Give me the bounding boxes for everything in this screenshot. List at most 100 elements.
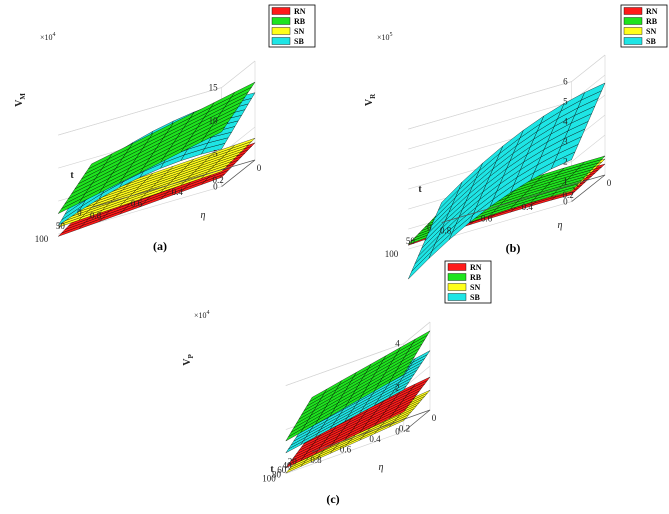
surface-cell (87, 153, 113, 170)
x-axis-line (91, 159, 256, 208)
chart-panel-b: 00.20.40.60.80501000123456×105VRηt(b)RNR… (364, 4, 668, 280)
y-axis-label: t (418, 184, 422, 195)
surface-sb (408, 82, 606, 280)
z-tick-label: 1 (563, 177, 568, 187)
x-tick-label: 0 (257, 163, 262, 173)
z-tick-label: 15 (209, 83, 219, 93)
z-exponent-label: ×104 (194, 310, 210, 320)
y-tick-label: 0 (427, 223, 432, 233)
y-tick-label: 80 (272, 469, 282, 479)
x-tick-label: 0.8 (90, 211, 102, 221)
z-gridline (58, 60, 256, 136)
legend-label: RB (646, 17, 658, 26)
z-tick-label: 0 (563, 197, 568, 207)
svg-text:VP: VP (182, 354, 195, 366)
x-tick-label: 0.8 (310, 455, 322, 465)
x-tick-label: 0.2 (399, 423, 410, 433)
legend-swatch (623, 7, 643, 15)
legend-label: SN (470, 283, 480, 292)
y-tick-label: 100 (385, 249, 399, 259)
legend-swatch (271, 37, 291, 45)
x-axis-line (311, 409, 431, 453)
chart-panel-c: 00.20.40.60.820406080100024×104VPηt(c)RN… (182, 260, 492, 506)
z-tick-label: 4 (563, 117, 568, 127)
legend-swatch (447, 273, 467, 281)
z-tick-label: 10 (209, 116, 219, 126)
legend-label: RN (646, 7, 658, 16)
z-tick-label: 5 (563, 97, 568, 107)
legend-label: SN (294, 27, 304, 36)
legend-label: RN (294, 7, 306, 16)
y-tick-label: 0 (77, 208, 82, 218)
z-tick-label: 5 (213, 149, 218, 159)
legend-swatch (447, 283, 467, 291)
x-tick-label: 0.4 (172, 187, 184, 197)
z-axis-label: VP (182, 354, 195, 366)
x-axis-label: η (201, 210, 206, 221)
subplot-caption: (b) (506, 241, 521, 255)
svg-text:VM: VM (14, 93, 27, 107)
y-axis-line (221, 159, 256, 187)
x-axis-label: η (379, 462, 384, 473)
y-axis-label: t (270, 464, 274, 475)
surface-cell (438, 181, 463, 211)
x-tick-label: 0.6 (481, 214, 493, 224)
x-tick-label: 0.2 (213, 175, 224, 185)
z-exponent-label: ×105 (377, 32, 393, 42)
z-tick-label: 4 (395, 339, 400, 349)
legend-label: RB (470, 273, 482, 282)
y-tick-label: 50 (406, 236, 416, 246)
x-tick-label: 0.6 (340, 444, 352, 454)
y-tick-label: 20 (288, 456, 298, 466)
z-gridline (408, 54, 606, 130)
z-tick-label: 2 (563, 157, 568, 167)
legend-label: RN (470, 263, 482, 272)
z-tick-label: 6 (563, 77, 568, 87)
z-tick-label: 2 (395, 383, 400, 393)
z-gridline (285, 321, 431, 386)
legend-swatch (447, 263, 467, 271)
legend-swatch (271, 7, 291, 15)
surface-rb (57, 81, 256, 215)
surface-rb (285, 330, 431, 442)
x-tick-label: 0 (607, 178, 612, 188)
z-axis-label: VM (14, 93, 27, 107)
subplot-caption: (a) (153, 239, 167, 253)
legend-swatch (447, 293, 467, 301)
legend-swatch (271, 17, 291, 25)
z-tick-label: 3 (563, 137, 568, 147)
subplot-caption: (c) (326, 492, 339, 506)
legend-swatch (623, 37, 643, 45)
svg-text:VR: VR (364, 93, 377, 106)
x-tick-label: 0 (432, 413, 437, 423)
x-tick-label: 0.6 (131, 199, 143, 209)
surface-cell (308, 388, 327, 403)
legend-label: SB (646, 37, 656, 46)
x-tick-label: 0.4 (369, 434, 381, 444)
chart-panel-a: 00.20.40.60.8050100051015×104VMηt(a)RNRB… (14, 4, 316, 253)
x-tick-label: 0.8 (440, 226, 452, 236)
y-axis-label: t (70, 170, 74, 181)
legend-swatch (623, 27, 643, 35)
y-tick-label: 60 (277, 465, 287, 475)
z-axis-label: VR (364, 93, 377, 106)
legend-label: SN (646, 27, 656, 36)
legend-swatch (271, 27, 291, 35)
y-tick-label: 50 (56, 221, 66, 231)
y-tick-label: 100 (262, 474, 276, 484)
x-axis-label: η (558, 220, 563, 231)
x-axis-line (441, 174, 606, 223)
x-tick-label: 0.2 (563, 190, 574, 200)
z-tick-label: 0 (395, 427, 400, 437)
y-tick-label: 40 (283, 461, 293, 471)
legend-label: RB (294, 17, 306, 26)
legend-label: SB (294, 37, 304, 46)
legend-swatch (623, 17, 643, 25)
z-exponent-label: ×104 (40, 32, 56, 42)
y-axis-line (403, 409, 431, 432)
y-axis-line (571, 174, 606, 202)
z-tick-label: 0 (213, 182, 218, 192)
